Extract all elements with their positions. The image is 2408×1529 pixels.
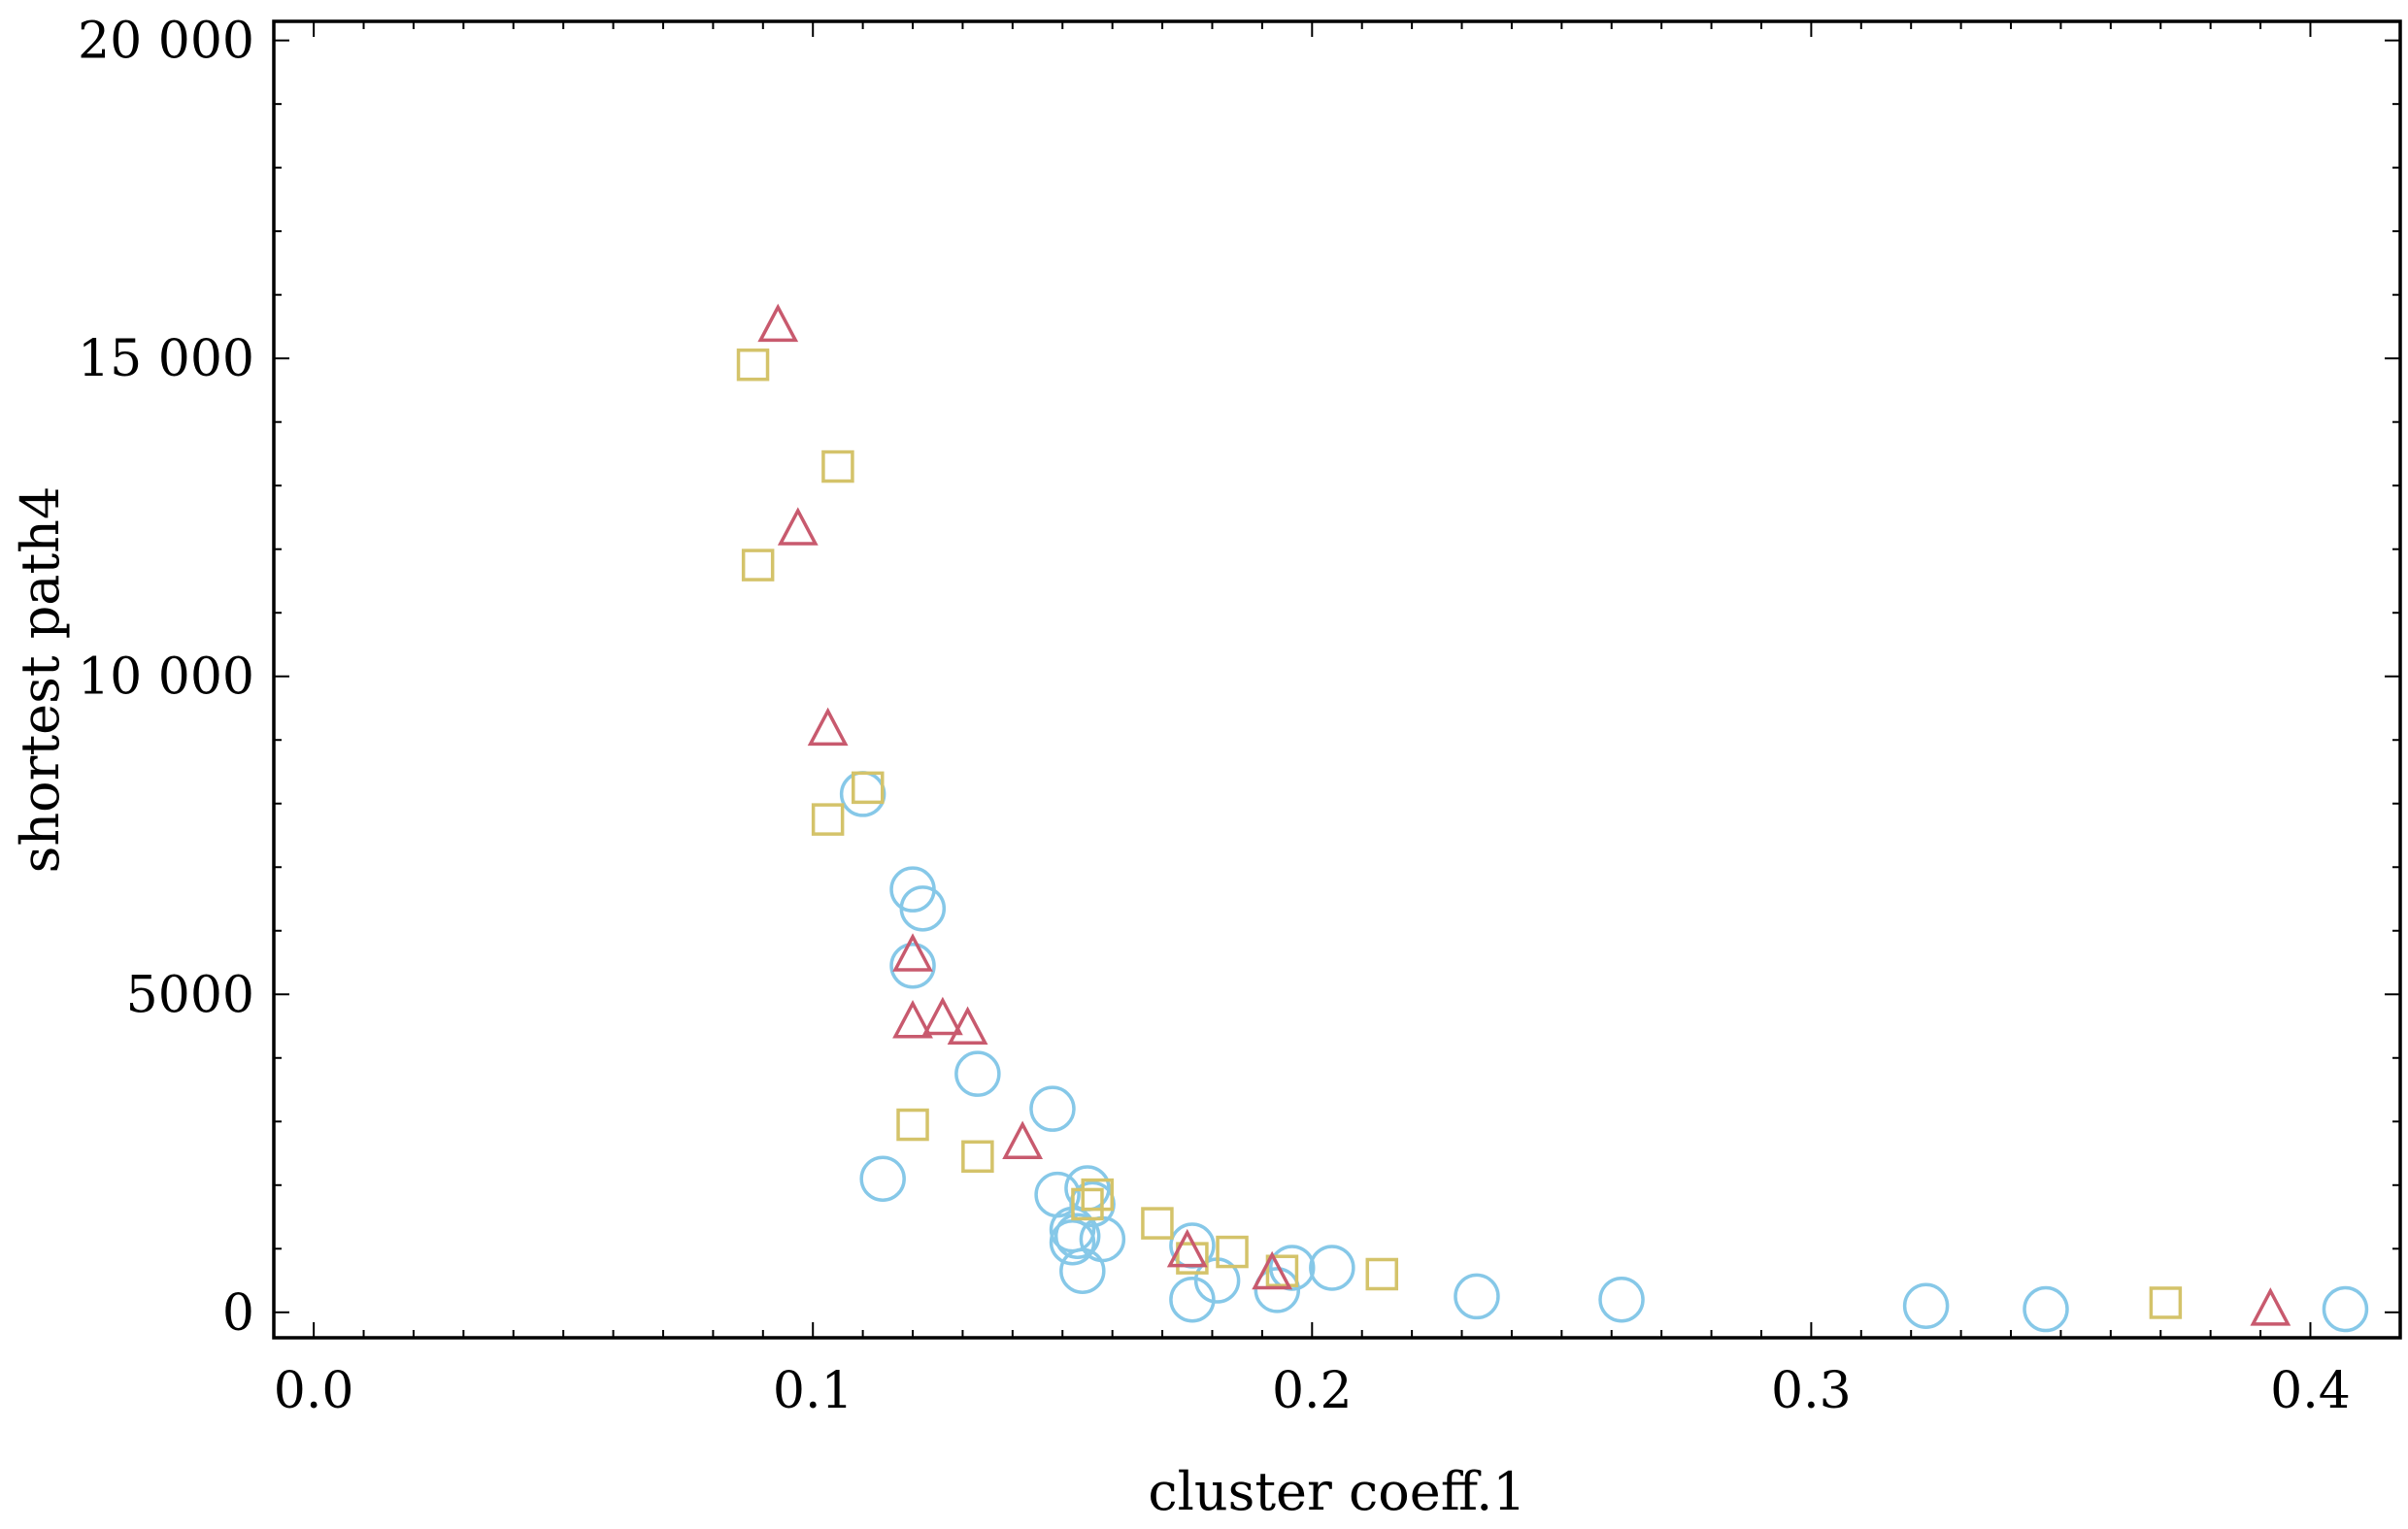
y-tick-label: 15 000: [78, 330, 254, 388]
square-point: [821, 449, 854, 483]
square-point: [1081, 1178, 1114, 1212]
square-point: [852, 771, 885, 805]
circle-point: [839, 771, 886, 817]
square-point: [1216, 1235, 1249, 1269]
x-tick-label: 0.3: [1771, 1362, 1852, 1420]
circle-point: [889, 943, 936, 989]
circle-point: [899, 885, 947, 932]
plot-frame: [272, 19, 2402, 1340]
square-point: [896, 1108, 929, 1142]
square-point: [1365, 1257, 1399, 1291]
triangle-point: [2250, 1287, 2291, 1326]
x-tick-label: 0.0: [274, 1362, 354, 1420]
circle-point: [859, 1155, 906, 1202]
triangle-point: [892, 933, 933, 972]
circle-point: [1049, 1218, 1096, 1266]
circle-point: [1454, 1273, 1500, 1320]
circle-point: [1069, 1180, 1116, 1228]
x-tick-label: 0.2: [1272, 1362, 1353, 1420]
circle-point: [1059, 1247, 1106, 1294]
x-axis-title: cluster coeff.1: [1148, 1461, 1525, 1522]
x-tick-label: 0.1: [773, 1362, 853, 1420]
circle-point: [1254, 1267, 1301, 1313]
y-tick-label: 5000: [126, 966, 254, 1024]
square-point: [811, 803, 845, 836]
y-axis-title: shortest path4: [10, 486, 71, 874]
y-tick-label: 20 000: [78, 13, 254, 71]
circle-point: [1598, 1276, 1645, 1323]
square-point: [736, 348, 770, 382]
circle-point: [954, 1050, 1001, 1097]
triangle-point: [1166, 1228, 1208, 1268]
triangle-point: [807, 707, 849, 747]
x-tick-label: 0.4: [2270, 1362, 2351, 1420]
square-point: [1141, 1207, 1174, 1240]
circle-point: [2322, 1285, 2369, 1333]
circle-point: [2023, 1285, 2069, 1333]
triangle-point: [921, 996, 963, 1036]
y-tick-label: 10 000: [78, 648, 254, 707]
triangle-point: [1002, 1120, 1044, 1159]
triangle-point: [947, 1006, 988, 1046]
y-tick-label: 0: [222, 1284, 254, 1343]
circle-point: [1029, 1085, 1076, 1132]
square-point: [741, 548, 775, 582]
circle-point: [1902, 1282, 1950, 1329]
circle-point: [1054, 1213, 1101, 1259]
data-marks: [736, 303, 2369, 1333]
triangle-point: [777, 507, 819, 546]
square-point: [961, 1140, 994, 1174]
triangle-point: [1252, 1250, 1293, 1290]
triangle-point: [757, 303, 799, 343]
circle-point: [1309, 1245, 1355, 1291]
square-point: [2149, 1286, 2183, 1319]
y-axis-ticks: 0 5000 10 000 15 000 20 000: [78, 13, 2400, 1343]
circle-point: [1169, 1276, 1216, 1323]
square-point: [1071, 1187, 1104, 1221]
triangle-point: [892, 999, 933, 1039]
square-point: [1265, 1254, 1299, 1287]
x-axis-ticks: 0.0 0.1 0.2 0.3 0.4: [274, 21, 2351, 1420]
